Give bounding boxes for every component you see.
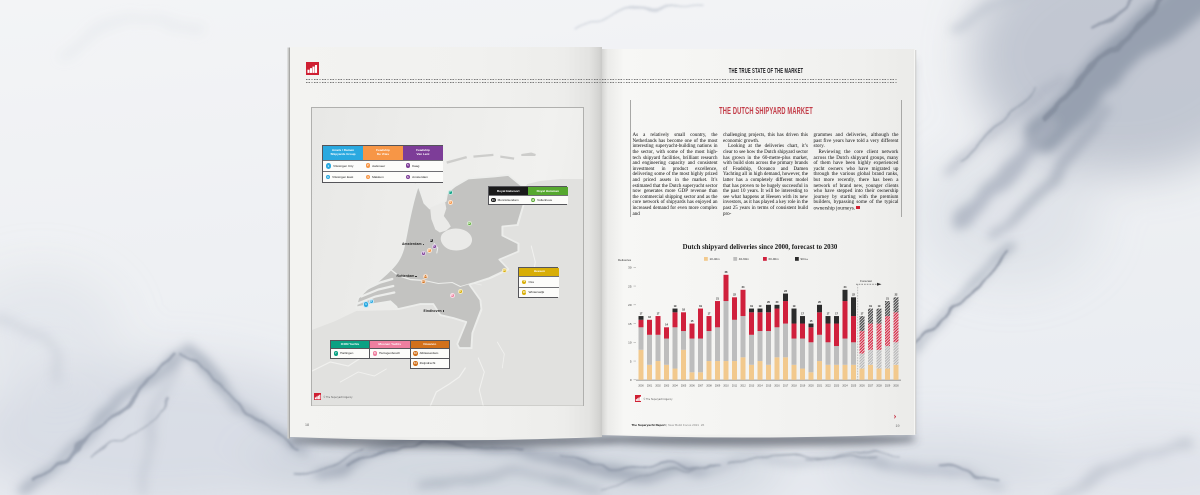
svg-text:19: 19 (869, 304, 872, 308)
svg-text:60-90m: 60-90m (769, 257, 780, 261)
svg-text:2020: 2020 (808, 385, 814, 388)
svg-text:20: 20 (628, 303, 632, 307)
svg-text:2017: 2017 (783, 385, 789, 388)
svg-text:22: 22 (895, 293, 898, 297)
svg-text:2019: 2019 (800, 385, 806, 388)
svg-text:2030: 2030 (893, 385, 899, 388)
svg-text:30: 30 (628, 266, 632, 270)
svg-text:2021: 2021 (817, 385, 823, 388)
svg-text:2007: 2007 (698, 385, 704, 388)
svg-text:19: 19 (699, 304, 702, 308)
svg-text:2008: 2008 (706, 385, 712, 388)
svg-text:2012: 2012 (740, 385, 746, 388)
svg-text:2024: 2024 (842, 385, 848, 388)
svg-text:2023: 2023 (834, 385, 840, 388)
svg-text:17: 17 (708, 311, 711, 315)
svg-text:40-60m: 40-60m (739, 257, 750, 261)
svg-text:2006: 2006 (689, 385, 695, 388)
svg-text:17: 17 (835, 311, 838, 315)
svg-text:2022: 2022 (825, 385, 831, 388)
svg-text:22: 22 (733, 293, 736, 297)
svg-text:22: 22 (852, 293, 855, 297)
svg-text:19: 19 (793, 304, 796, 308)
svg-text:18: 18 (682, 308, 685, 312)
svg-text:Dutch shipyard deliveries sinc: Dutch shipyard deliveries since 2000, fo… (683, 244, 838, 251)
svg-text:10-40m: 10-40m (710, 257, 721, 261)
svg-text:23: 23 (784, 289, 787, 293)
svg-text:Forecast: Forecast (860, 279, 872, 283)
svg-text:5: 5 (630, 359, 632, 363)
svg-text:2005: 2005 (681, 385, 687, 388)
svg-text:2025: 2025 (851, 385, 857, 388)
svg-text:24: 24 (742, 285, 745, 289)
svg-text:17: 17 (861, 311, 864, 315)
svg-text:20: 20 (767, 300, 770, 304)
svg-text:20: 20 (776, 300, 779, 304)
svg-text:2002: 2002 (655, 385, 661, 388)
svg-text:17: 17 (640, 311, 643, 315)
svg-text:19: 19 (750, 304, 753, 308)
svg-text:2026: 2026 (859, 385, 865, 388)
svg-text:2011: 2011 (732, 385, 738, 388)
svg-text:Deliveries: Deliveries (618, 258, 632, 262)
svg-text:16: 16 (648, 315, 651, 319)
svg-text:2027: 2027 (868, 385, 874, 388)
svg-text:15: 15 (810, 319, 813, 323)
svg-text:2016: 2016 (774, 385, 780, 388)
svg-text:10: 10 (628, 341, 632, 345)
svg-text:25: 25 (628, 284, 632, 288)
svg-text:17: 17 (657, 311, 660, 315)
svg-text:24: 24 (844, 285, 847, 289)
svg-text:15: 15 (628, 322, 632, 326)
svg-text:19: 19 (878, 304, 881, 308)
svg-text:90m+: 90m+ (801, 257, 809, 261)
svg-text:21: 21 (886, 296, 889, 300)
svg-text:2004: 2004 (672, 385, 678, 388)
svg-text:2000: 2000 (638, 385, 644, 388)
svg-text:28: 28 (725, 270, 728, 274)
svg-text:2018: 2018 (791, 385, 797, 388)
svg-text:2003: 2003 (664, 385, 670, 388)
svg-text:2028: 2028 (876, 385, 882, 388)
svg-text:19: 19 (674, 304, 677, 308)
svg-text:0: 0 (630, 378, 632, 382)
svg-text:17: 17 (827, 311, 830, 315)
svg-text:15: 15 (691, 319, 694, 323)
svg-text:2014: 2014 (757, 385, 763, 388)
svg-text:2009: 2009 (715, 385, 721, 388)
svg-text:19: 19 (759, 304, 762, 308)
svg-text:2015: 2015 (766, 385, 772, 388)
svg-text:17: 17 (801, 311, 804, 315)
svg-text:21: 21 (716, 296, 719, 300)
svg-text:20: 20 (818, 300, 821, 304)
svg-text:14: 14 (665, 323, 668, 327)
svg-text:2010: 2010 (723, 385, 729, 388)
svg-text:2013: 2013 (749, 385, 755, 388)
svg-text:2029: 2029 (885, 385, 891, 388)
svg-text:2001: 2001 (647, 385, 653, 388)
